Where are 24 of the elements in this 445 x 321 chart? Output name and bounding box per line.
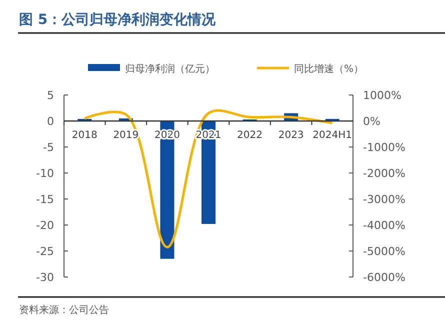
y2-tick-label: -6000% xyxy=(363,271,406,284)
y2-tick-label: -4000% xyxy=(363,219,406,232)
text: 资料来源：公司公告 xyxy=(19,304,109,316)
legend-label: 归母净利润（亿元） xyxy=(125,63,215,75)
y2-tick-label: 1000% xyxy=(363,89,402,102)
y-tick-label: -15 xyxy=(36,193,54,206)
y2-tick-label: -1000% xyxy=(363,141,406,154)
x-tick-label: 2024H1 xyxy=(312,130,352,141)
y2-tick-label: -3000% xyxy=(363,193,406,206)
y-tick-label: 0 xyxy=(47,115,54,128)
y-tick-label: 5 xyxy=(47,89,54,102)
x-tick-label: 2022 xyxy=(237,130,263,141)
y-tick-label: -30 xyxy=(36,271,54,284)
y-tick-label: -25 xyxy=(36,245,54,258)
y-tick-label: -20 xyxy=(36,219,54,232)
legend-label: 同比增速（%） xyxy=(294,63,364,75)
y2-tick-label: 0% xyxy=(363,115,380,128)
x-tick-label: 2023 xyxy=(278,130,304,141)
x-tick-label: 2018 xyxy=(72,130,98,141)
y-tick-label: -5 xyxy=(43,141,54,154)
y2-tick-label: -2000% xyxy=(363,167,406,180)
y-tick-label: -10 xyxy=(36,167,54,180)
chart-title: 图 5：公司归母净利润变化情况 xyxy=(19,11,217,28)
y2-tick-label: -5000% xyxy=(363,245,406,258)
